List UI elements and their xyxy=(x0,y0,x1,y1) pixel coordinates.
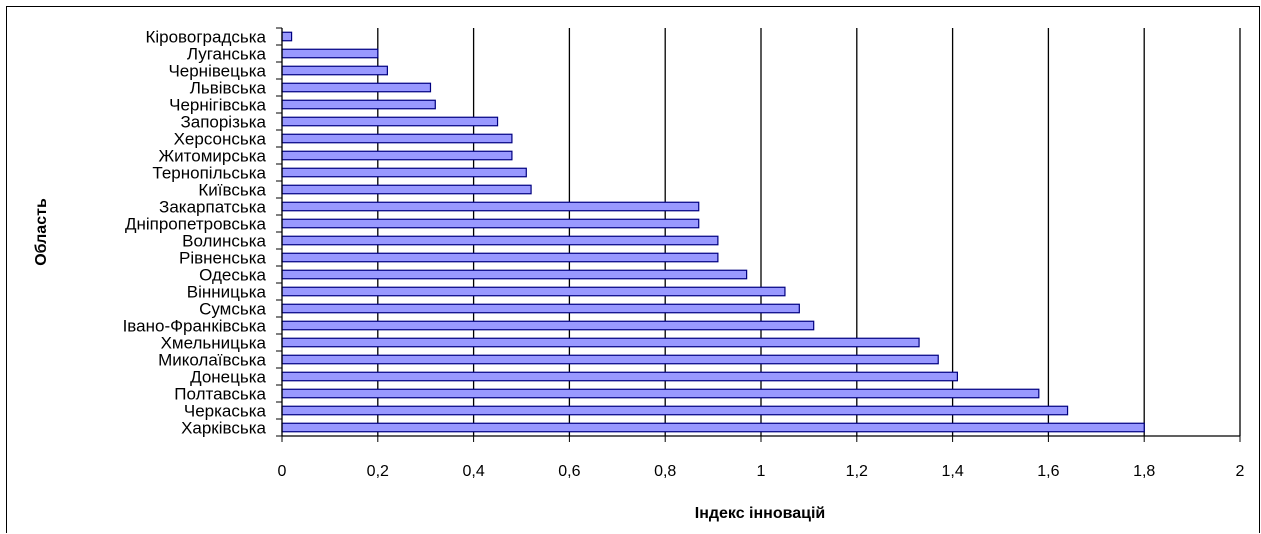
x-tick-label: 1,6 xyxy=(1037,463,1059,480)
category-label: Хмельницька xyxy=(161,334,267,353)
tick-labels: 0 0,2 0,4 0,6 0,8 1 1,2 1,4 1,6 1,8 2 xyxy=(278,463,1245,480)
bar xyxy=(281,371,958,382)
bar xyxy=(281,269,748,280)
bar xyxy=(281,252,719,263)
category-label: Закарпатська xyxy=(159,198,266,217)
bar xyxy=(281,201,700,212)
category-label: Черкаська xyxy=(184,402,267,421)
x-tick-label: 1,8 xyxy=(1133,463,1155,480)
category-label: Харківська xyxy=(181,419,266,438)
category-label: Вінницька xyxy=(187,283,267,302)
bar xyxy=(281,303,800,314)
x-tick-label: 1,2 xyxy=(846,463,868,480)
bar xyxy=(281,405,1069,416)
category-label: Херсонська xyxy=(174,130,267,149)
category-label: Волинська xyxy=(182,232,266,251)
bar xyxy=(281,388,1040,399)
category-label: Донецька xyxy=(190,368,266,387)
bar xyxy=(281,48,379,59)
x-tick-label: 1,4 xyxy=(941,463,963,480)
bar xyxy=(281,218,700,229)
category-label: Київська xyxy=(198,181,266,200)
bar xyxy=(281,167,527,178)
bar xyxy=(281,354,939,365)
bar xyxy=(281,99,436,110)
category-label: Кіровоградська xyxy=(145,28,266,47)
category-label: Чернігівська xyxy=(169,96,266,115)
bars xyxy=(281,31,1145,433)
bar xyxy=(281,31,293,42)
category-labels: КіровоградськаЛуганськаЧернівецькаЛьвівс… xyxy=(123,28,267,438)
x-axis-title: Індекс інновацій xyxy=(695,505,826,522)
category-label: Тернопільська xyxy=(152,164,266,183)
bar xyxy=(281,235,719,246)
category-label: Львівська xyxy=(190,79,267,98)
x-tick-label: 2 xyxy=(1236,463,1245,480)
x-tick-label: 0,4 xyxy=(462,463,484,480)
chart-frame xyxy=(6,6,1260,533)
bar xyxy=(281,320,815,331)
category-label: Житомирська xyxy=(158,147,266,166)
category-label: Миколаївська xyxy=(158,351,266,370)
bar xyxy=(281,116,499,127)
bar xyxy=(281,150,513,161)
x-tick-label: 0,8 xyxy=(654,463,676,480)
bar xyxy=(281,184,532,195)
category-label: Одеська xyxy=(199,266,266,285)
category-label: Сумська xyxy=(199,300,266,319)
bar xyxy=(281,286,786,297)
category-label: Полтавська xyxy=(174,385,266,404)
category-label: Луганська xyxy=(187,45,267,64)
category-label: Івано-Франківська xyxy=(123,317,267,336)
bar xyxy=(281,82,432,93)
gridlines xyxy=(377,28,1241,436)
y-axis-title: Область xyxy=(33,198,50,266)
category-label: Чернівецька xyxy=(168,62,266,81)
x-tick-label: 0 xyxy=(278,463,287,480)
axes xyxy=(276,27,1241,442)
x-tick-label: 0,2 xyxy=(367,463,389,480)
category-label: Рівненська xyxy=(179,249,267,268)
bar xyxy=(281,422,1145,433)
x-tick-label: 0,6 xyxy=(558,463,580,480)
category-label: Запорізька xyxy=(180,113,266,132)
bar xyxy=(281,337,920,348)
category-label: Дніпропетровська xyxy=(125,215,267,234)
x-tick-label: 1 xyxy=(757,463,766,480)
bar xyxy=(281,65,388,76)
bar xyxy=(281,133,513,144)
